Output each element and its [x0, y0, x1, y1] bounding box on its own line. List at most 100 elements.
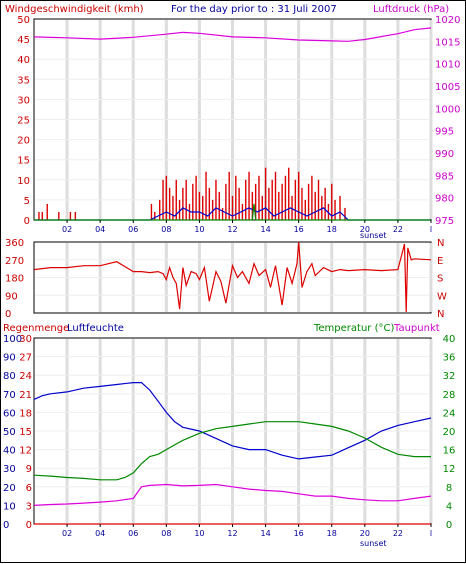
temperature-y-tick-label: 8 — [446, 483, 452, 494]
wind-y-tick-label: 0 — [24, 216, 30, 227]
humidity-title: Luftfeuchte — [67, 323, 124, 334]
humidity-panel-axes: 0102030405060708090100036912151821242730… — [3, 334, 455, 538]
direction-y-tick-label: 0 — [5, 309, 11, 320]
x-tick-label: 14 — [260, 225, 270, 234]
x-tick-label: 12 — [227, 529, 237, 538]
rain-y-tick-label: 18 — [19, 408, 32, 419]
compass-label: W — [437, 291, 447, 302]
rain-y-tick-label: 0 — [26, 520, 32, 531]
humidity-y-tick-label: 40 — [3, 446, 16, 457]
wind-y-tick-label: 15 — [17, 156, 30, 167]
x-tick-label: 14 — [260, 529, 270, 538]
x-tick-label: 12 — [227, 225, 237, 234]
series-line — [33, 241, 432, 313]
temperature-y-tick-label: 20 — [443, 427, 456, 438]
pressure-y-tick-label: 990 — [435, 149, 454, 160]
x-tick-label: 06 — [128, 225, 138, 234]
wind-y-tick-label: 45 — [17, 35, 30, 46]
x-tick-label: 20 — [360, 529, 370, 538]
rain-y-tick-label: 3 — [26, 501, 32, 512]
series-line — [33, 421, 431, 481]
rain-title: Regenmenge — [3, 323, 69, 334]
sunset-label-bottom: sunset — [360, 539, 387, 548]
humidity-y-tick-label: 60 — [3, 408, 16, 419]
series-line — [33, 27, 432, 42]
wind-y-tick-label: 25 — [17, 116, 30, 127]
x-tick-label: 16 — [294, 225, 304, 234]
x-tick-label: 20 — [360, 225, 370, 234]
x-tick-label: l — [430, 225, 432, 234]
series-line — [34, 203, 431, 221]
temperature-title: Temperatur (°C) — [313, 323, 394, 334]
humidity-y-tick-label: 0 — [3, 520, 9, 531]
temperature-y-tick-label: 12 — [443, 464, 456, 475]
x-tick-label: 02 — [62, 225, 72, 234]
direction-y-tick-label: 180 — [5, 274, 24, 285]
x-tick-label: 16 — [294, 529, 304, 538]
pressure-y-tick-label: 1010 — [435, 60, 460, 71]
temperature-y-tick-label: 4 — [446, 501, 452, 512]
humidity-y-tick-label: 100 — [3, 334, 22, 345]
pressure-y-tick-label: 995 — [435, 127, 454, 138]
wind-y-tick-label: 5 — [24, 196, 30, 207]
x-tick-label: 22 — [393, 225, 403, 234]
x-tick-label: 02 — [62, 529, 72, 538]
humidity-y-tick-label: 30 — [3, 464, 16, 475]
sunset-label-top: sunset — [360, 231, 387, 240]
compass-label: E — [437, 256, 443, 267]
wind-panel-series — [33, 27, 432, 221]
wind-y-tick-label: 40 — [17, 55, 30, 66]
pressure-y-tick-label: 985 — [435, 171, 454, 182]
pressure-y-tick-label: 1020 — [435, 15, 460, 26]
direction-y-tick-label: 90 — [5, 291, 18, 302]
wind-y-tick-label: 30 — [17, 95, 30, 106]
wind-y-tick-label: 20 — [17, 136, 30, 147]
x-tick-label: 22 — [393, 529, 403, 538]
x-tick-label: 18 — [327, 529, 337, 538]
compass-label: N — [437, 238, 444, 249]
x-tick-label: 10 — [194, 225, 204, 234]
x-tick-label: 10 — [194, 529, 204, 538]
compass-label: N — [437, 309, 444, 320]
pressure-y-tick-label: 980 — [435, 194, 454, 205]
x-tick-label: 06 — [128, 529, 138, 538]
pressure-y-tick-label: 1015 — [435, 37, 460, 48]
humidity-y-tick-label: 70 — [3, 390, 16, 401]
temperature-y-tick-label: 32 — [443, 371, 456, 382]
rain-y-tick-label: 12 — [19, 446, 32, 457]
temperature-y-tick-label: 36 — [443, 353, 456, 364]
compass-label: S — [437, 274, 443, 285]
pressure-y-tick-label: 975 — [435, 216, 454, 227]
pressure-y-tick-label: 1000 — [435, 104, 460, 115]
wind-title: Windgeschwindigkeit (kmh) — [5, 4, 144, 15]
temperature-y-tick-label: 28 — [443, 390, 456, 401]
humidity-y-tick-label: 90 — [3, 353, 16, 364]
direction-y-tick-label: 360 — [5, 238, 24, 249]
rain-y-tick-label: 30 — [19, 334, 32, 345]
pressure-title: Luftdruck (hPa) — [373, 4, 449, 15]
wind-panel-axes: 0510152025303540455097598098599099510001… — [17, 15, 460, 234]
rain-y-tick-label: 15 — [19, 427, 32, 438]
series-line — [33, 382, 432, 460]
rain-y-tick-label: 6 — [26, 483, 32, 494]
wind-y-tick-label: 35 — [17, 75, 30, 86]
humidity-y-tick-label: 50 — [3, 427, 16, 438]
wind-pressure-panel: 0510152025303540455097598098599099510001… — [5, 4, 460, 240]
temperature-y-tick-label: 0 — [446, 520, 452, 531]
x-tick-label: 04 — [95, 529, 105, 538]
series-line — [34, 207, 431, 221]
humidity-y-tick-label: 20 — [3, 483, 16, 494]
x-tick-label: l — [430, 529, 432, 538]
dewpoint-title: Taupunkt — [393, 323, 440, 334]
direction-y-tick-label: 270 — [5, 256, 24, 267]
rain-y-tick-label: 9 — [26, 464, 32, 475]
humidity-temperature-panel: 0102030405060708090100036912151821242730… — [3, 323, 455, 548]
pressure-y-tick-label: 1005 — [435, 82, 460, 93]
x-tick-label: 18 — [327, 225, 337, 234]
wind-y-tick-label: 10 — [17, 176, 30, 187]
direction-panel-series — [33, 241, 432, 313]
rain-y-tick-label: 21 — [19, 390, 32, 401]
